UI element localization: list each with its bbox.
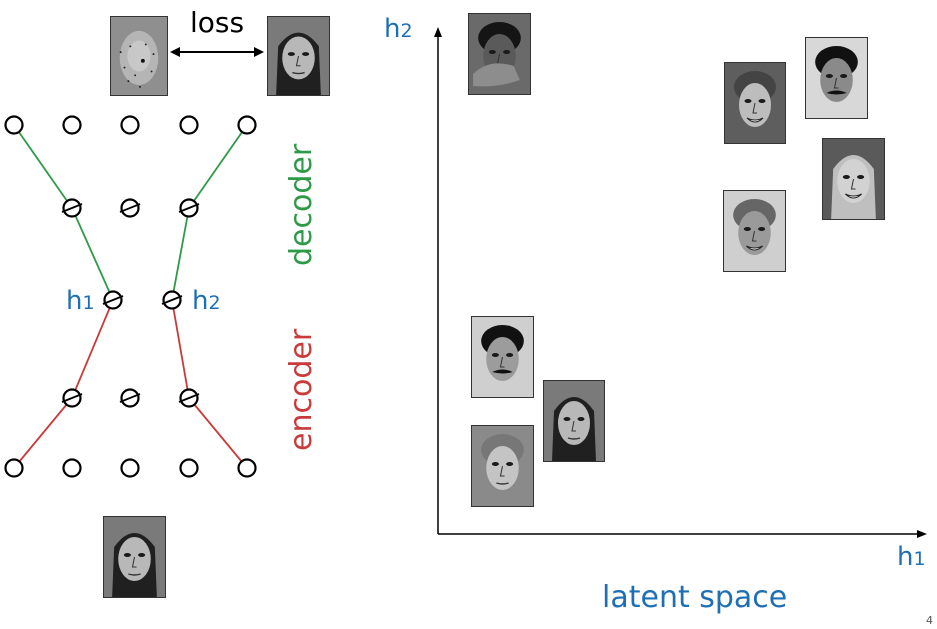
x-axis-label: h1 bbox=[897, 542, 926, 572]
latent-space-caption: latent space bbox=[602, 580, 788, 615]
loss-arrowhead-left bbox=[170, 47, 180, 57]
decoder-hidden-node bbox=[119, 198, 141, 218]
latent-face-5 bbox=[723, 190, 786, 272]
encoder-edge-right-mid bbox=[171, 299, 190, 399]
input-node bbox=[4, 458, 24, 478]
decoder-hidden-node bbox=[61, 198, 83, 218]
y-axis-label-sub: 2 bbox=[400, 20, 413, 42]
page-number: 4 bbox=[926, 614, 933, 627]
decoder-label: decoder bbox=[284, 143, 319, 266]
input-node bbox=[179, 458, 199, 478]
input-node bbox=[237, 458, 257, 478]
output-node bbox=[179, 115, 199, 135]
output-node bbox=[4, 115, 24, 135]
encoder-edge-left-mid bbox=[71, 299, 114, 399]
encoder-hidden-node bbox=[119, 388, 141, 408]
decoder-edge-right-mid bbox=[171, 207, 190, 301]
encoder-edge-right-bottom bbox=[188, 397, 248, 469]
x-axis-label-sub: 1 bbox=[913, 548, 926, 570]
face-image bbox=[469, 14, 530, 94]
y-axis-arrowhead bbox=[434, 27, 442, 37]
latent-face-2 bbox=[724, 62, 786, 144]
decoder-edge-left-mid bbox=[71, 207, 114, 301]
output-node bbox=[62, 115, 82, 135]
decoder-hidden-node bbox=[178, 198, 200, 218]
face-image bbox=[823, 139, 884, 219]
encoder-hidden-node bbox=[178, 388, 200, 408]
latent-node bbox=[102, 290, 124, 310]
x-axis-arrowhead bbox=[917, 530, 927, 538]
y-axis-label: h2 bbox=[384, 14, 413, 44]
latent-face-6 bbox=[471, 316, 534, 398]
loss-label: loss bbox=[190, 6, 245, 39]
h1-node-label-sub: 1 bbox=[82, 292, 95, 314]
input-node bbox=[62, 458, 82, 478]
decoder-edge-left-top bbox=[13, 124, 73, 209]
face-image bbox=[544, 381, 604, 461]
h2-node-label: h2 bbox=[192, 286, 221, 316]
reconstructed-face-noisy bbox=[110, 16, 168, 96]
face-image bbox=[724, 191, 785, 271]
h2-node-label-text: h bbox=[192, 286, 209, 316]
h2-node-label-sub: 2 bbox=[208, 292, 221, 314]
face-image bbox=[268, 17, 329, 95]
x-axis-label-text: h bbox=[897, 542, 914, 572]
loss-arrowhead-right bbox=[254, 47, 264, 57]
h1-node-label-text: h bbox=[66, 286, 83, 316]
output-node bbox=[237, 115, 257, 135]
face-image bbox=[104, 517, 165, 597]
latent-face-8 bbox=[471, 425, 534, 507]
encoder-label: encoder bbox=[284, 328, 319, 451]
face-image bbox=[806, 38, 867, 118]
encoder-hidden-node bbox=[61, 388, 83, 408]
latent-face-4 bbox=[822, 138, 885, 220]
face-image bbox=[725, 63, 785, 143]
noisy-face-image bbox=[111, 17, 167, 95]
input-face bbox=[103, 516, 166, 598]
encoder-edge-left-bottom bbox=[13, 397, 73, 469]
target-face bbox=[267, 16, 330, 96]
h1-node-label: h1 bbox=[66, 286, 95, 316]
latent-face-3 bbox=[805, 37, 868, 119]
decoder-edge-right-top bbox=[188, 124, 248, 209]
output-node bbox=[120, 115, 140, 135]
latent-face-7 bbox=[543, 380, 605, 462]
y-axis-label-text: h bbox=[384, 14, 401, 44]
face-image bbox=[472, 317, 533, 397]
latent-face-1 bbox=[468, 13, 531, 95]
input-node bbox=[120, 458, 140, 478]
face-image bbox=[472, 426, 533, 506]
latent-node bbox=[161, 290, 183, 310]
